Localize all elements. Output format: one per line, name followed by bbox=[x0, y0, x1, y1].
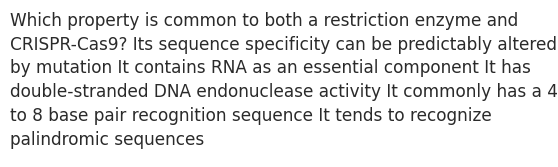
Text: Which property is common to both a restriction enzyme and
CRISPR-Cas9? Its seque: Which property is common to both a restr… bbox=[10, 12, 558, 149]
